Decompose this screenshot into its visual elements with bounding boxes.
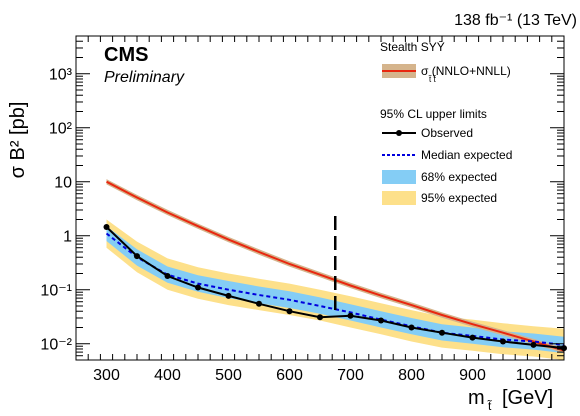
x-tick-label: 400 bbox=[154, 367, 181, 384]
ticks-layer bbox=[75, 35, 565, 361]
lumi-label: 138 fb⁻¹ (13 TeV) bbox=[454, 12, 577, 29]
observed-point bbox=[103, 224, 110, 230]
y-tick-label: 10² bbox=[49, 121, 73, 138]
y-tick-label: 10⁻² bbox=[40, 337, 72, 354]
legend-band95-label: 95% expected bbox=[421, 191, 497, 205]
preliminary-label: Preliminary bbox=[104, 69, 185, 86]
x-axis-title: m t̃ [GeV] bbox=[468, 387, 553, 413]
x-tick-label: 1000 bbox=[516, 367, 552, 384]
band-95-expected bbox=[106, 219, 564, 360]
observed-point bbox=[164, 273, 171, 279]
y-tick-label: 1 bbox=[63, 229, 72, 246]
legend-band95-swatch bbox=[382, 191, 416, 205]
x-tick-label: 300 bbox=[93, 367, 120, 384]
y-axis-title: σ B² [pb] bbox=[7, 102, 29, 179]
x-axis-title-sub: t̃ bbox=[487, 398, 493, 413]
x-tick-label: 600 bbox=[276, 367, 303, 384]
observed-line bbox=[105, 226, 565, 350]
legend-model-title: Stealth SYȲ bbox=[380, 40, 445, 54]
observed-point bbox=[530, 341, 537, 348]
x-tick-label: 800 bbox=[398, 367, 425, 384]
lines-layer bbox=[103, 179, 567, 354]
legend-limits-title: 95% CL upper limits bbox=[380, 107, 487, 121]
legend-band68-swatch bbox=[382, 170, 416, 184]
cms-label: CMS bbox=[104, 44, 148, 66]
observed-point bbox=[134, 253, 140, 260]
observed-point bbox=[195, 284, 201, 291]
observed-point bbox=[225, 292, 232, 299]
legend-theory-label: σ (NNLO+NNLL) bbox=[421, 64, 511, 78]
observed-point bbox=[378, 317, 384, 324]
x-axis-title-unit: [GeV] bbox=[502, 387, 553, 409]
observed-point bbox=[439, 329, 445, 336]
observed-point bbox=[286, 308, 293, 315]
x-tick-label: 700 bbox=[337, 367, 364, 384]
observed-point bbox=[408, 324, 415, 331]
y-tick-label: 10³ bbox=[49, 67, 73, 84]
legend: Stealth SYȲ σ (NNLO+NNLL) t̃ t̃ 95% CL u… bbox=[380, 40, 512, 205]
observed-point bbox=[317, 314, 323, 321]
legend-observed-label: Observed bbox=[421, 126, 473, 140]
x-axis-title-main: m bbox=[468, 387, 485, 409]
legend-expected-label: Median expected bbox=[421, 148, 512, 162]
legend-theory-sub: t̃ t̃ bbox=[428, 75, 437, 84]
x-tick-label: 900 bbox=[459, 367, 486, 384]
observed-point bbox=[469, 334, 476, 341]
y-tick-label: 10⁻¹ bbox=[40, 283, 72, 300]
legend-observed-marker bbox=[396, 130, 402, 136]
labels-layer: 300 400 500 600 700 800 900 1000 10⁻² 10⁻¹ 1 10 10² 1… bbox=[40, 67, 551, 384]
legend-band68-label: 68% expected bbox=[421, 170, 497, 184]
theory-uncertainty-band bbox=[106, 179, 564, 354]
y-tick-label: 10 bbox=[54, 175, 72, 192]
x-tick-label: 500 bbox=[215, 367, 242, 384]
observed-point bbox=[500, 338, 506, 345]
observed-point bbox=[256, 300, 262, 307]
observed-point bbox=[347, 312, 354, 319]
